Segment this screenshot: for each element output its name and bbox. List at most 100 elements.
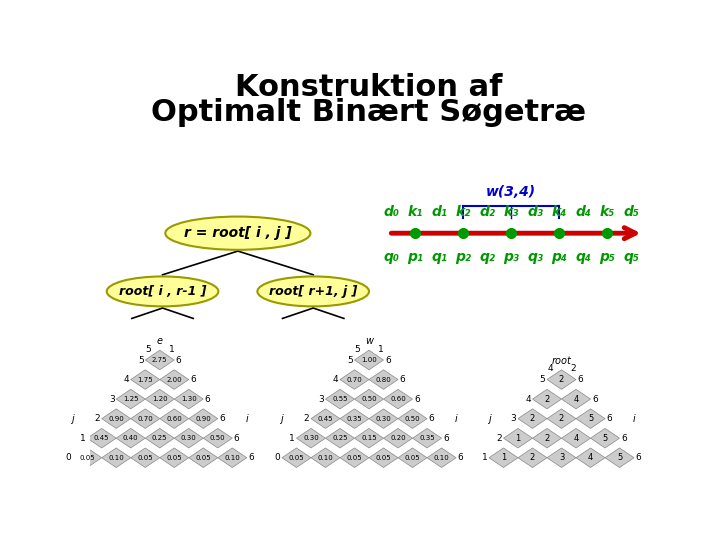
Text: root[ i , r-1 ]: root[ i , r-1 ] [119, 285, 207, 298]
Text: 6: 6 [414, 395, 420, 403]
Text: 1.20: 1.20 [152, 396, 168, 402]
Polygon shape [605, 448, 634, 468]
Polygon shape [145, 389, 174, 409]
Text: e: e [157, 336, 163, 346]
Polygon shape [354, 350, 384, 370]
Text: 4: 4 [526, 395, 531, 403]
Text: p₃: p₃ [503, 250, 519, 264]
Polygon shape [160, 448, 189, 468]
Text: 4: 4 [588, 453, 593, 462]
Polygon shape [73, 448, 102, 468]
Text: q₀: q₀ [383, 250, 400, 264]
Text: 5: 5 [617, 453, 622, 462]
Text: 0.05: 0.05 [79, 455, 95, 461]
Polygon shape [533, 428, 562, 448]
Text: 0.45: 0.45 [318, 416, 333, 422]
Text: j: j [71, 414, 74, 424]
Text: 1: 1 [80, 434, 86, 443]
Text: 6: 6 [621, 434, 627, 443]
Text: 6: 6 [443, 434, 449, 443]
Polygon shape [547, 409, 576, 428]
Text: 6: 6 [428, 414, 434, 423]
Text: 1.75: 1.75 [138, 376, 153, 382]
Text: root: root [552, 356, 572, 366]
Text: d₀: d₀ [383, 205, 400, 219]
Polygon shape [282, 448, 311, 468]
Text: j: j [281, 414, 284, 424]
Text: 2: 2 [570, 364, 576, 373]
Text: 5: 5 [588, 414, 593, 423]
Text: Konstruktion af: Konstruktion af [235, 73, 503, 102]
Text: 6: 6 [636, 453, 642, 462]
Text: 3: 3 [510, 414, 516, 423]
Polygon shape [562, 428, 590, 448]
Text: 6: 6 [190, 375, 196, 384]
Text: 0.05: 0.05 [195, 455, 211, 461]
Ellipse shape [166, 217, 310, 250]
Text: 6: 6 [400, 375, 405, 384]
Text: 2: 2 [544, 395, 549, 403]
Text: d₅: d₅ [624, 205, 639, 219]
Text: 1: 1 [501, 453, 506, 462]
Text: 0.30: 0.30 [303, 435, 319, 441]
Text: i: i [633, 414, 636, 424]
Text: r = root[ i , j ]: r = root[ i , j ] [184, 226, 292, 240]
Text: 0.40: 0.40 [123, 435, 138, 441]
Text: q₂: q₂ [480, 250, 495, 264]
Text: k₄: k₄ [552, 205, 567, 219]
Polygon shape [576, 409, 605, 428]
Text: w: w [365, 336, 373, 346]
Polygon shape [102, 409, 131, 428]
Text: 0.50: 0.50 [361, 396, 377, 402]
Text: p₂: p₂ [455, 250, 472, 264]
Text: 6: 6 [457, 453, 463, 462]
Text: root[ r+1, j ]: root[ r+1, j ] [269, 285, 357, 298]
Text: q₃: q₃ [527, 250, 544, 264]
Text: 0.60: 0.60 [166, 416, 182, 422]
Text: 5: 5 [354, 345, 360, 354]
Text: 0.15: 0.15 [361, 435, 377, 441]
Text: 1: 1 [516, 434, 521, 443]
Text: 6: 6 [248, 453, 254, 462]
Polygon shape [384, 428, 413, 448]
Text: 0.35: 0.35 [419, 435, 435, 441]
Polygon shape [427, 448, 456, 468]
Text: k₁: k₁ [408, 205, 423, 219]
Text: 0: 0 [275, 453, 281, 462]
Polygon shape [590, 428, 619, 448]
Text: 4: 4 [573, 434, 579, 443]
Text: 6: 6 [234, 434, 240, 443]
Polygon shape [189, 409, 217, 428]
Polygon shape [297, 428, 325, 448]
Polygon shape [116, 389, 145, 409]
Text: 0.35: 0.35 [346, 416, 362, 422]
Text: 0.80: 0.80 [376, 376, 392, 382]
Text: 3: 3 [109, 395, 114, 403]
Polygon shape [369, 409, 398, 428]
Polygon shape [102, 448, 131, 468]
Text: q₄: q₄ [575, 250, 591, 264]
Polygon shape [354, 428, 384, 448]
Text: p₁: p₁ [408, 250, 423, 264]
Polygon shape [217, 448, 247, 468]
Polygon shape [116, 428, 145, 448]
Text: 1: 1 [168, 345, 174, 354]
Polygon shape [160, 370, 189, 389]
Text: 6: 6 [592, 395, 598, 403]
Polygon shape [340, 370, 369, 389]
Polygon shape [398, 448, 427, 468]
Polygon shape [398, 409, 427, 428]
Text: 0.70: 0.70 [346, 376, 362, 382]
Text: 2: 2 [559, 375, 564, 384]
Text: 0.30: 0.30 [181, 435, 197, 441]
Text: 0.50: 0.50 [210, 435, 225, 441]
Text: 2: 2 [496, 434, 502, 443]
Text: 1.00: 1.00 [361, 357, 377, 363]
Text: k₅: k₅ [600, 205, 615, 219]
Text: 0.05: 0.05 [376, 455, 392, 461]
Polygon shape [311, 448, 340, 468]
Polygon shape [354, 389, 384, 409]
Text: d₂: d₂ [480, 205, 495, 219]
Text: 5: 5 [603, 434, 608, 443]
Polygon shape [489, 448, 518, 468]
